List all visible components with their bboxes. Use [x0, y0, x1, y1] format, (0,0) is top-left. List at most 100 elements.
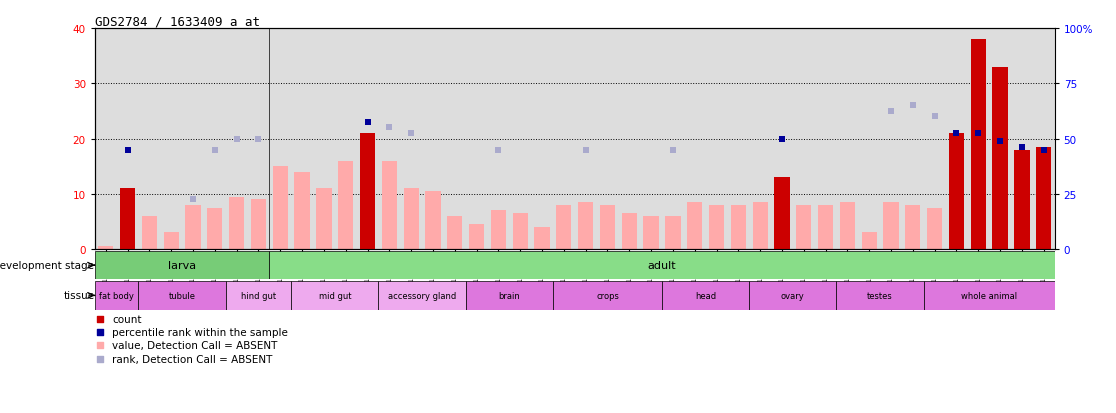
- Bar: [665, 216, 681, 249]
- Bar: [796, 205, 811, 249]
- Bar: [839, 203, 855, 249]
- Bar: [404, 189, 418, 249]
- Bar: [687, 203, 702, 249]
- Bar: [469, 225, 484, 249]
- Bar: [1014, 150, 1030, 249]
- Text: ovary: ovary: [781, 291, 805, 300]
- Text: mid gut: mid gut: [318, 291, 352, 300]
- Text: whole animal: whole animal: [961, 291, 1018, 300]
- Bar: [752, 203, 768, 249]
- Point: [184, 197, 202, 203]
- Bar: [98, 247, 114, 249]
- Bar: [622, 214, 637, 249]
- Text: GDS2784 / 1633409_a_at: GDS2784 / 1633409_a_at: [95, 15, 260, 28]
- Bar: [535, 228, 550, 249]
- Bar: [378, 282, 465, 310]
- Point: [228, 136, 246, 142]
- Bar: [992, 67, 1008, 249]
- Point: [882, 108, 899, 115]
- Bar: [208, 208, 222, 249]
- Text: adult: adult: [647, 261, 676, 271]
- Bar: [1036, 147, 1051, 249]
- Point: [991, 139, 1009, 145]
- Bar: [465, 282, 552, 310]
- Point: [609, 207, 627, 214]
- Point: [904, 103, 922, 109]
- Bar: [905, 205, 921, 249]
- Point: [947, 131, 965, 137]
- Text: rank, Detection Call = ABSENT: rank, Detection Call = ABSENT: [112, 354, 272, 364]
- Bar: [837, 282, 924, 310]
- Bar: [119, 189, 135, 249]
- Point: [970, 131, 988, 137]
- Point: [773, 136, 791, 142]
- Bar: [272, 167, 288, 249]
- Text: crops: crops: [596, 291, 619, 300]
- Bar: [448, 216, 462, 249]
- Point: [118, 147, 136, 154]
- Text: head: head: [695, 291, 716, 300]
- Bar: [359, 134, 375, 249]
- Bar: [95, 282, 138, 310]
- Text: brain: brain: [499, 291, 520, 300]
- Bar: [291, 282, 378, 310]
- Text: tissue: tissue: [64, 291, 95, 301]
- Bar: [382, 161, 397, 249]
- Point: [381, 125, 398, 131]
- Text: larva: larva: [169, 261, 196, 271]
- Point: [402, 131, 420, 137]
- Point: [358, 119, 376, 126]
- Text: testes: testes: [867, 291, 893, 300]
- Point: [1013, 144, 1031, 151]
- Text: development stage: development stage: [0, 261, 95, 271]
- Bar: [862, 233, 877, 249]
- Text: accessory gland: accessory gland: [388, 291, 456, 300]
- Bar: [512, 214, 528, 249]
- Bar: [142, 216, 157, 249]
- Point: [925, 114, 943, 121]
- Bar: [644, 216, 658, 249]
- Point: [1035, 147, 1052, 154]
- Bar: [552, 282, 662, 310]
- Bar: [709, 205, 724, 249]
- Text: tubule: tubule: [169, 291, 195, 300]
- Text: fat body: fat body: [99, 291, 134, 300]
- Bar: [749, 282, 837, 310]
- Bar: [185, 205, 201, 249]
- Bar: [662, 282, 749, 310]
- Bar: [269, 252, 1055, 280]
- Point: [609, 328, 627, 335]
- Point: [664, 147, 682, 154]
- Bar: [229, 197, 244, 249]
- Text: percentile rank within the sample: percentile rank within the sample: [112, 327, 288, 337]
- Bar: [425, 192, 441, 249]
- Bar: [924, 282, 1055, 310]
- Bar: [225, 282, 291, 310]
- Bar: [884, 203, 898, 249]
- Point: [250, 136, 268, 142]
- Bar: [949, 134, 964, 249]
- Bar: [971, 40, 985, 249]
- Bar: [138, 282, 225, 310]
- Point: [490, 147, 508, 154]
- Bar: [599, 205, 615, 249]
- Bar: [338, 161, 354, 249]
- Point: [577, 147, 595, 154]
- Point: [609, 86, 627, 93]
- Bar: [95, 252, 269, 280]
- Bar: [316, 189, 331, 249]
- Bar: [927, 208, 942, 249]
- Bar: [578, 203, 594, 249]
- Bar: [775, 178, 790, 249]
- Bar: [164, 233, 179, 249]
- Text: count: count: [112, 314, 142, 324]
- Text: hind gut: hind gut: [241, 291, 276, 300]
- Bar: [251, 200, 266, 249]
- Bar: [491, 211, 506, 249]
- Bar: [731, 205, 745, 249]
- Point: [205, 147, 223, 154]
- Text: value, Detection Call = ABSENT: value, Detection Call = ABSENT: [112, 341, 278, 351]
- Bar: [556, 205, 571, 249]
- Bar: [818, 205, 834, 249]
- Bar: [295, 172, 310, 249]
